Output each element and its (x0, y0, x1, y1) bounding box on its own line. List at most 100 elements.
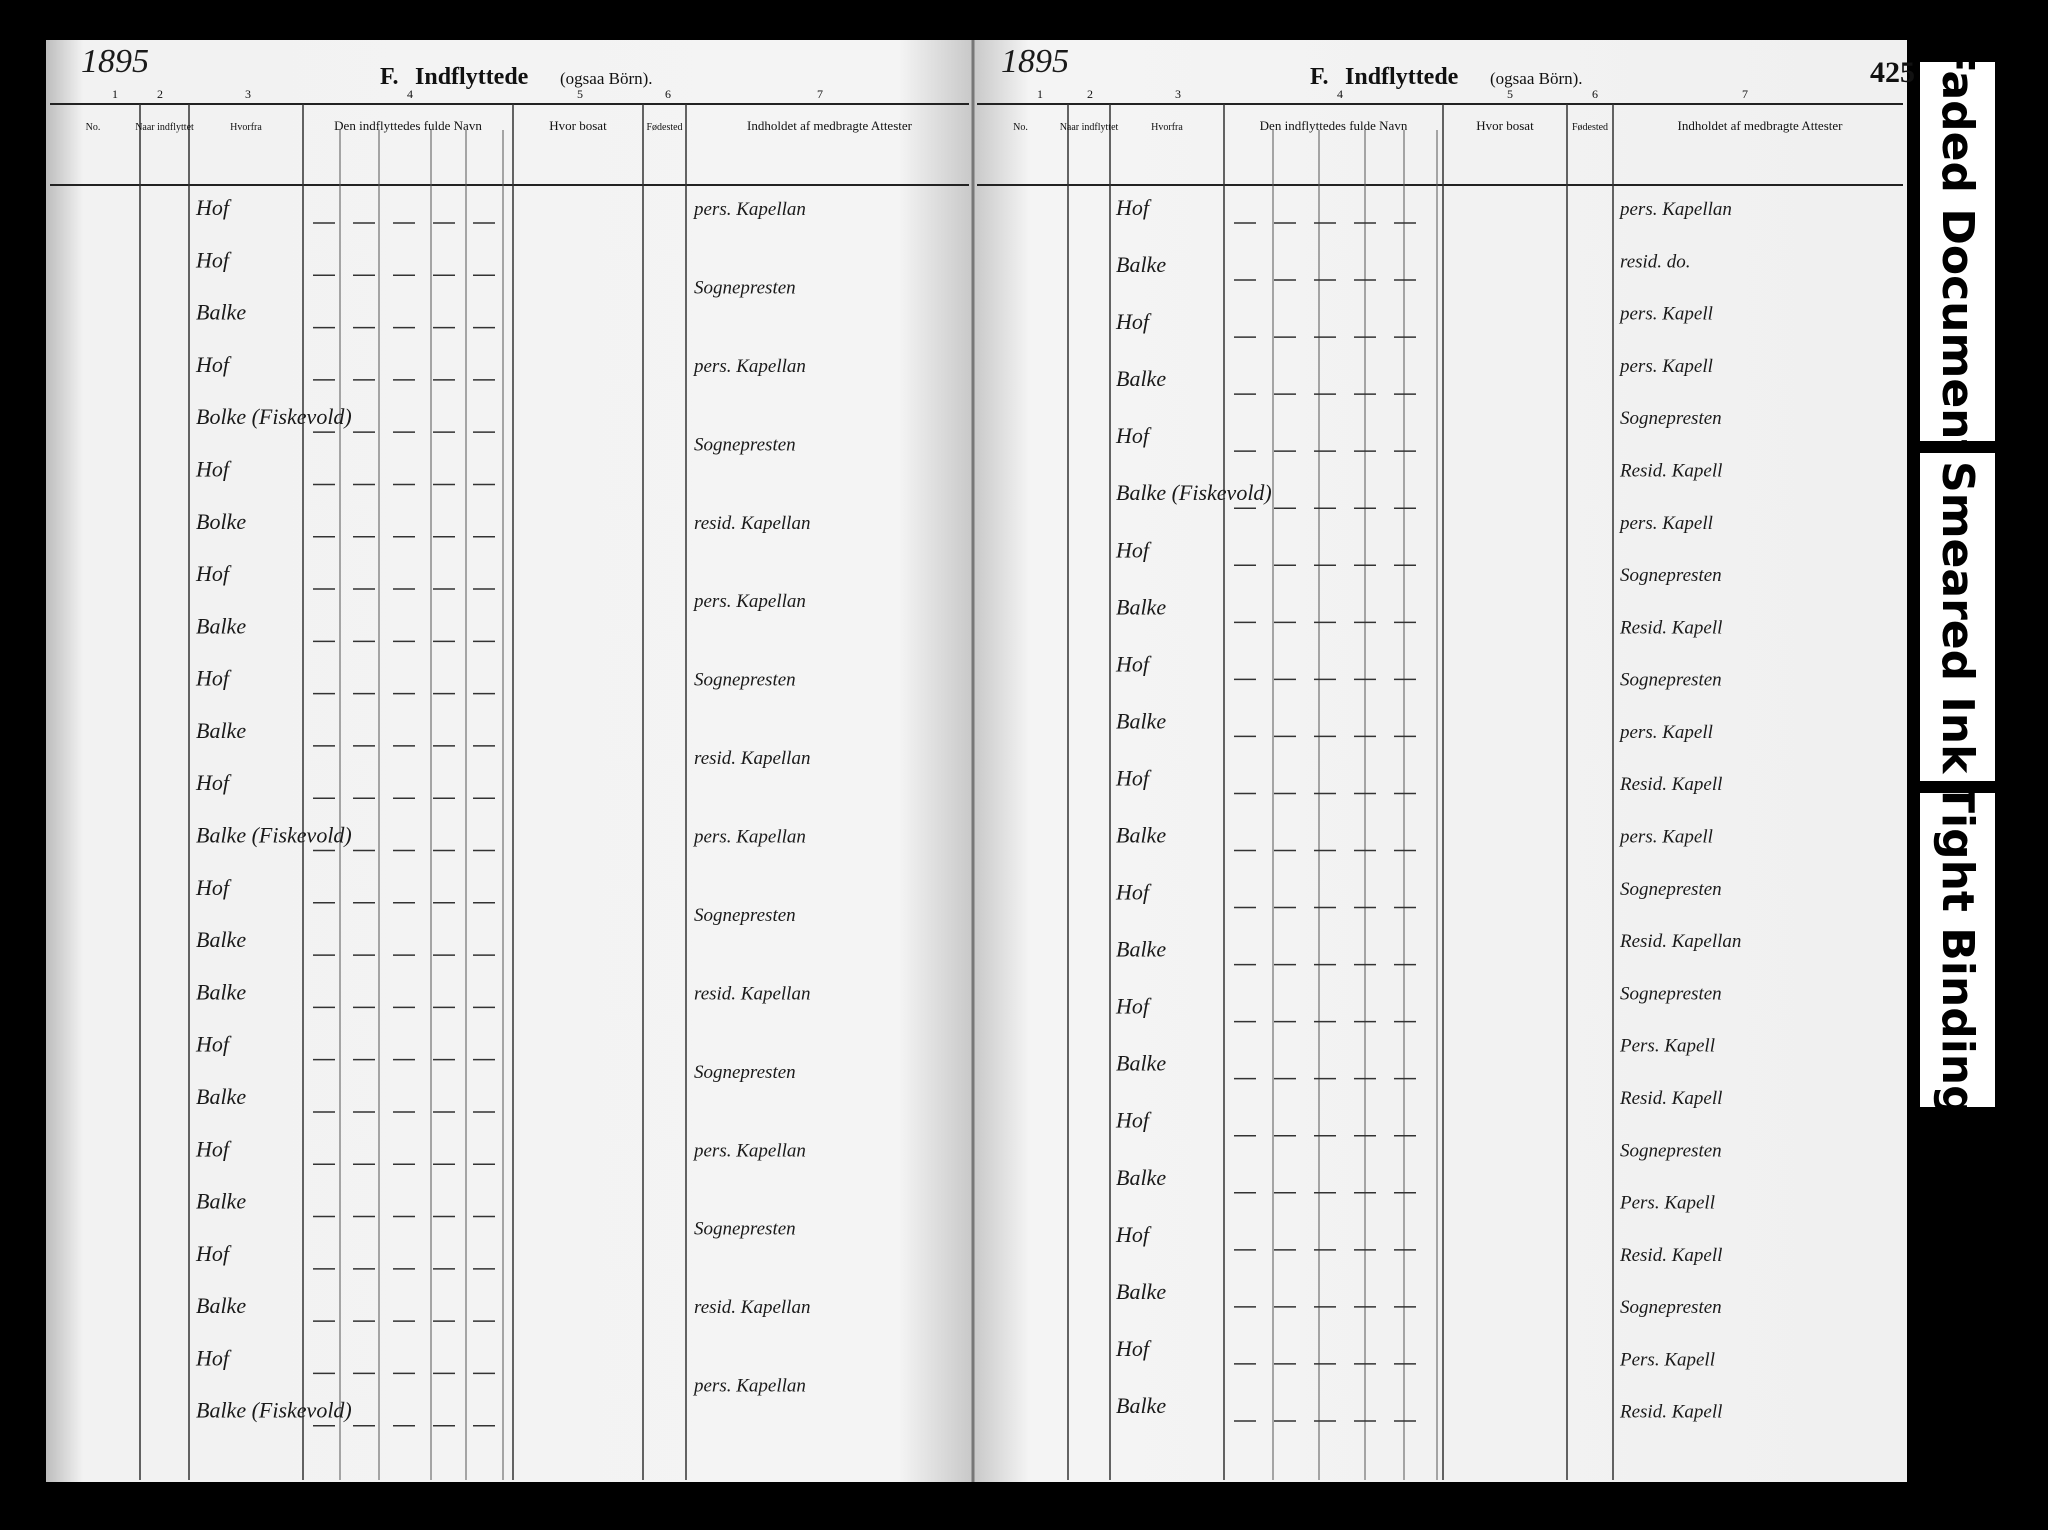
column-header: Indholdet af medbragte Attester (747, 118, 913, 133)
attest-entry: Sognepresten (694, 670, 796, 691)
column-number: 2 (157, 87, 163, 101)
attest-entry: Sognepresten (694, 434, 796, 455)
attest-entry: pers. Kapellan (692, 1376, 806, 1397)
column-header: Den indflyttedes fulde Navn (334, 118, 482, 133)
column-number: 6 (665, 87, 671, 101)
section-note: (ogsaa Börn). (1490, 69, 1583, 88)
attest-entry: Pers. Kapell (1619, 1193, 1715, 1214)
attest-entry: Sognepresten (694, 1219, 796, 1240)
place-entry: Balke (Fiskevold) (196, 1398, 352, 1423)
tab[interactable]: Smeared Ink (1917, 450, 1998, 784)
column-number: 1 (1037, 87, 1043, 101)
right-page (973, 40, 1907, 1482)
column-number: 7 (817, 87, 823, 101)
place-entry: Hof (195, 247, 232, 272)
place-entry: Balke (196, 1293, 246, 1318)
column-header: Fødested (646, 122, 682, 133)
attest-entry: Sognepresten (1620, 1297, 1722, 1318)
attest-entry: resid. Kapellan (694, 983, 810, 1004)
tab[interactable]: Faded Document (1917, 43, 1998, 460)
place-entry: Balke (196, 1084, 246, 1109)
place-entry: Balke (1116, 366, 1166, 391)
place-entry: Hof (1115, 537, 1152, 562)
attest-entry: pers. Kapell (1618, 356, 1713, 377)
column-header: Hvor bosat (549, 118, 607, 133)
attest-entry: Sognepresten (694, 277, 796, 298)
column-number: 7 (1742, 87, 1748, 101)
place-entry: Hof (195, 195, 232, 220)
tab[interactable]: Tight Binding (1917, 783, 1998, 1117)
tab-label: Faded Document (1932, 42, 1983, 461)
column-header: Indholdet af medbragte Attester (1678, 118, 1844, 133)
attest-entry: Resid. Kapell (1619, 1245, 1722, 1266)
place-entry: Balke (1116, 1279, 1166, 1304)
attest-entry: pers. Kapell (1618, 827, 1713, 848)
place-entry: Balke (1116, 594, 1166, 619)
column-header: Hvorfra (1151, 122, 1183, 133)
place-entry: Hof (1115, 1108, 1152, 1133)
place-entry: Balke (Fiskevold) (196, 823, 352, 848)
place-entry: Balke (196, 979, 246, 1004)
tab-label: Smeared Ink (1932, 460, 1983, 774)
attest-entry: resid. do. (1620, 251, 1691, 272)
place-entry: Hof (195, 561, 232, 586)
attest-entry: pers. Kapellan (692, 827, 806, 848)
place-entry: Balke (196, 613, 246, 638)
place-entry: Hof (195, 1032, 232, 1057)
column-number: 2 (1087, 87, 1093, 101)
section-note: (ogsaa Börn). (560, 69, 653, 88)
attest-entry: Resid. Kapell (1619, 774, 1722, 795)
attest-entry: resid. Kapellan (694, 1297, 810, 1318)
section-letter: F. (1310, 64, 1328, 90)
place-entry: Hof (1115, 423, 1152, 448)
attest-entry: Sognepresten (694, 1062, 796, 1083)
column-header: Hvorfra (230, 122, 262, 133)
place-entry: Balke (196, 718, 246, 743)
place-entry: Balke (Fiskevold) (1116, 480, 1272, 505)
place-entry: Balke (196, 300, 246, 325)
attest-entry: resid. Kapellan (694, 513, 810, 534)
place-entry: Bolke (196, 509, 246, 534)
place-entry: Hof (195, 770, 232, 795)
place-entry: Balke (1116, 1393, 1166, 1418)
column-number: 1 (112, 87, 118, 101)
place-entry: Hof (1115, 195, 1152, 220)
place-entry: Balke (1116, 252, 1166, 277)
attest-entry: pers. Kapellan (1618, 199, 1732, 220)
column-header: Naar indflyttet (135, 122, 194, 133)
attest-entry: Pers. Kapell (1619, 1036, 1715, 1057)
attest-entry: Resid. Kapell (1619, 617, 1722, 638)
place-entry: Hof (1115, 880, 1152, 905)
place-entry: Hof (1115, 651, 1152, 676)
attest-entry: Sognepresten (1620, 983, 1722, 1004)
place-entry: Balke (196, 927, 246, 952)
place-entry: Hof (195, 875, 232, 900)
attest-entry: pers. Kapellan (692, 1140, 806, 1161)
column-number: 3 (1175, 87, 1181, 101)
year: 1895 (1001, 43, 1069, 80)
column-number: 6 (1592, 87, 1598, 101)
column-number: 4 (1337, 87, 1343, 101)
place-entry: Hof (195, 666, 232, 691)
place-entry: Balke (1116, 823, 1166, 848)
place-entry: Hof (1115, 994, 1152, 1019)
place-entry: Hof (195, 1241, 232, 1266)
place-entry: Balke (1116, 1051, 1166, 1076)
attest-entry: Sognepresten (1620, 408, 1722, 429)
page-number: 425 (1870, 56, 1915, 89)
attest-entry: resid. Kapellan (694, 748, 810, 769)
attest-entry: Pers. Kapell (1619, 1349, 1715, 1370)
place-entry: Hof (195, 456, 232, 481)
column-header: Naar indflyttet (1060, 122, 1119, 133)
place-entry: Bolke (Fiskevold) (196, 404, 352, 429)
column-number: 3 (245, 87, 251, 101)
section-title: Indflyttede (1345, 64, 1459, 90)
place-entry: Hof (1115, 765, 1152, 790)
column-header: Den indflyttedes fulde Navn (1260, 118, 1408, 133)
attest-entry: Resid. Kapell (1619, 1088, 1722, 1109)
left-page (46, 40, 973, 1482)
year: 1895 (81, 43, 149, 80)
place-entry: Hof (195, 1136, 232, 1161)
